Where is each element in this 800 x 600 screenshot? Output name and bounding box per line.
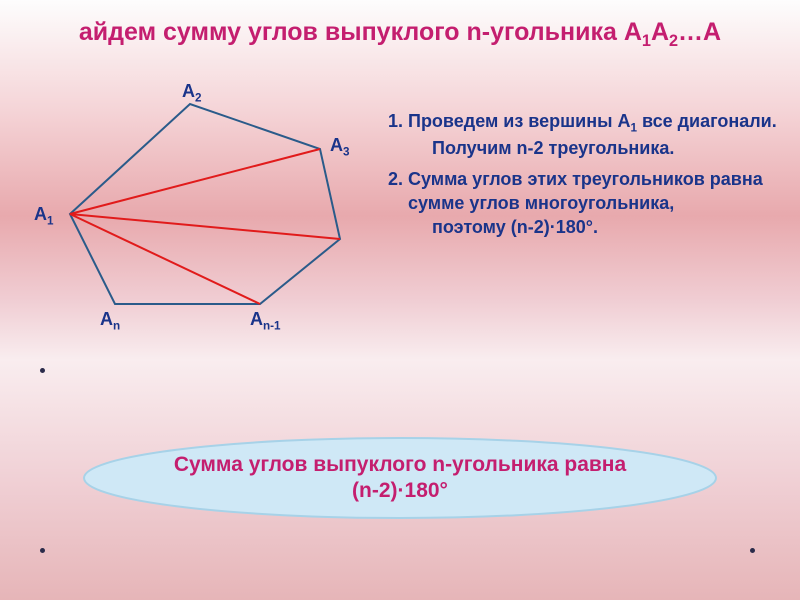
bullet-dot — [40, 548, 45, 553]
bullet-dot — [40, 368, 45, 373]
conclusion-ellipse: Сумма углов выпуклого n-угольника равна(… — [80, 434, 720, 522]
step-item: Проведем из вершины A1 все диагонали.Пол… — [408, 109, 780, 161]
vertex-label: A2 — [182, 81, 202, 105]
vertex-label: A3 — [330, 135, 350, 159]
vertex-label: An — [100, 309, 120, 333]
diagonal-line — [70, 214, 340, 239]
diagonal-line — [70, 214, 260, 304]
slide-title: айдем сумму углов выпуклого n-угольника … — [0, 0, 800, 51]
vertex-label: A1 — [34, 204, 54, 228]
polygon-figure: A1 A2 A3 An-1 An — [20, 79, 380, 339]
steps-text: Проведем из вершины A1 все диагонали.Пол… — [380, 79, 780, 339]
polygon-svg — [20, 79, 380, 339]
steps-list: Проведем из вершины A1 все диагонали.Пол… — [384, 109, 780, 240]
bullet-dot — [750, 548, 755, 553]
vertex-label: An-1 — [250, 309, 281, 333]
conclusion-text: Сумма углов выпуклого n-угольника равна(… — [80, 434, 720, 522]
step-item: Сумма углов этих треугольников равна сум… — [408, 167, 780, 240]
diagonal-line — [70, 149, 320, 214]
content-row: A1 A2 A3 An-1 An Проведем из вершины A1 все … — [0, 51, 800, 339]
